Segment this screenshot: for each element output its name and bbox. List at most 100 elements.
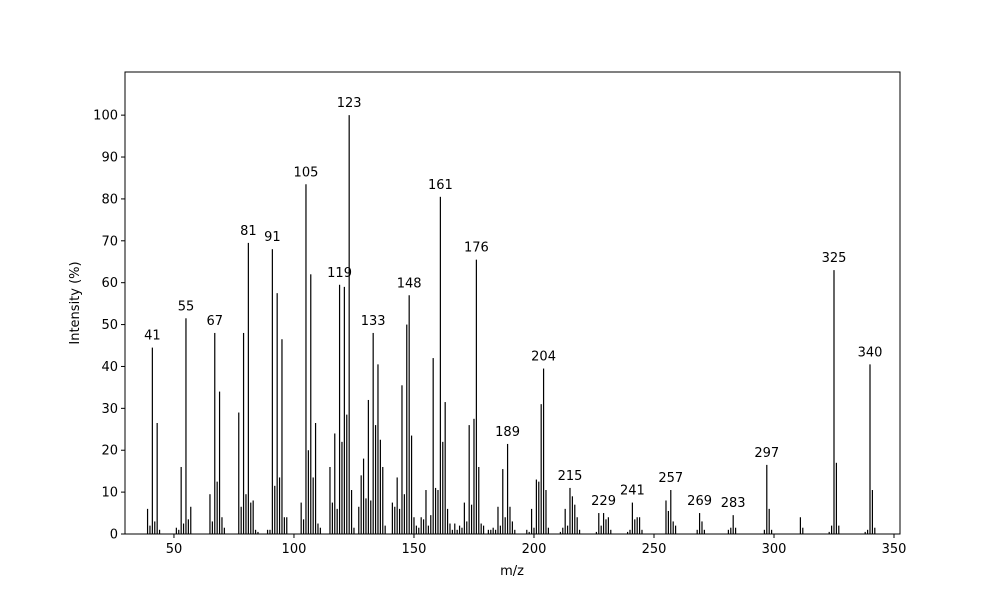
peak-label: 229 <box>591 494 616 509</box>
y-tick-label: 50 <box>101 318 118 333</box>
peak <box>732 515 734 534</box>
peak <box>540 404 542 534</box>
peak <box>487 529 489 534</box>
peak <box>674 525 677 534</box>
peak-label: 283 <box>721 496 746 511</box>
peak <box>458 525 461 534</box>
peak <box>641 529 643 534</box>
peak <box>305 184 307 535</box>
peak <box>506 443 509 534</box>
peak <box>353 527 355 534</box>
peak <box>511 521 513 534</box>
peak <box>377 364 379 534</box>
peak <box>266 529 269 534</box>
peak <box>701 521 703 534</box>
peak <box>187 519 189 534</box>
peak <box>866 529 869 534</box>
peak <box>470 504 473 534</box>
peak <box>396 477 398 534</box>
peak <box>156 423 158 534</box>
peak <box>331 502 333 534</box>
peak <box>437 490 439 534</box>
peak <box>559 531 561 534</box>
peak <box>497 506 499 534</box>
x-tick-label: 300 <box>762 542 787 557</box>
peak <box>461 527 463 534</box>
peak <box>734 527 737 534</box>
plot-frame <box>124 71 901 535</box>
peak-label: 176 <box>464 241 489 256</box>
peak <box>799 517 801 534</box>
y-tick-label: 100 <box>93 109 118 124</box>
peak-label: 119 <box>327 266 352 281</box>
peak <box>526 529 528 534</box>
peak-label: 81 <box>240 224 257 239</box>
peak <box>871 490 873 534</box>
peak <box>271 249 273 534</box>
peak <box>329 466 331 534</box>
peak <box>382 466 384 534</box>
x-tick-label: 350 <box>882 542 907 557</box>
peak <box>319 527 321 534</box>
peak <box>154 521 156 534</box>
peak <box>432 358 434 534</box>
peak <box>276 293 278 534</box>
x-tick-label: 250 <box>642 542 667 557</box>
y-tick-label: 70 <box>101 234 118 249</box>
peak <box>703 529 705 534</box>
peak <box>574 504 576 534</box>
peak <box>571 496 573 534</box>
peak <box>468 425 470 534</box>
y-tick-label: 60 <box>101 276 118 291</box>
peak <box>667 510 669 534</box>
peak-label: 325 <box>822 251 847 266</box>
peak <box>499 525 501 534</box>
peak <box>434 487 437 534</box>
peak <box>406 324 408 534</box>
peak <box>530 508 533 534</box>
peak <box>221 517 223 534</box>
peak <box>502 469 504 534</box>
peak <box>360 475 362 534</box>
peak <box>379 439 381 534</box>
peak <box>252 500 254 534</box>
peak <box>214 332 216 534</box>
peak <box>665 500 667 534</box>
peak <box>370 500 372 534</box>
peak-label: 269 <box>687 494 712 509</box>
peak <box>247 242 249 534</box>
peak <box>346 414 348 534</box>
peak <box>442 441 444 534</box>
peak <box>242 332 245 534</box>
peak <box>535 479 537 534</box>
peak <box>444 402 446 534</box>
peak <box>358 506 360 534</box>
peak <box>149 525 151 534</box>
peak <box>598 513 600 534</box>
peak <box>874 527 876 534</box>
peak <box>830 525 833 534</box>
peak <box>629 529 631 534</box>
peak <box>466 521 468 534</box>
peak <box>478 466 480 534</box>
peak-label: 161 <box>428 178 453 193</box>
peak <box>456 529 458 534</box>
peak <box>343 286 345 534</box>
peak <box>216 481 218 534</box>
peak-label: 189 <box>495 425 520 440</box>
peak <box>238 412 240 534</box>
peak <box>578 529 581 534</box>
peak <box>869 364 871 534</box>
peak <box>403 494 405 534</box>
peak <box>269 529 271 534</box>
peak <box>422 519 425 534</box>
peak <box>300 502 302 534</box>
peak <box>475 259 477 534</box>
peak <box>698 513 701 534</box>
peak-label: 105 <box>294 165 319 180</box>
peak-label: 340 <box>858 345 883 360</box>
peak <box>302 519 305 534</box>
peak <box>670 490 672 534</box>
peak <box>254 529 257 534</box>
